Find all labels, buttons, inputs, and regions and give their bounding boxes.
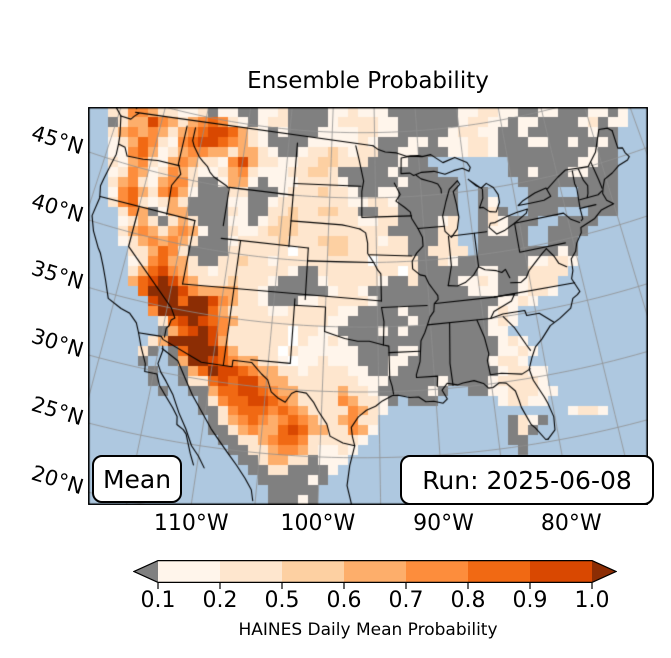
- colorbar-segment: [220, 560, 282, 583]
- run-date-badge-label: Run: 2025-06-08: [422, 465, 632, 495]
- colorbar-tick-label: 0.9: [512, 588, 548, 613]
- colorbar-segment: [406, 560, 468, 583]
- colorbar-tick-label: 1.0: [574, 588, 610, 613]
- colorbar-tick-label: 0.7: [388, 588, 424, 613]
- lat-tick-label: 35°N: [28, 256, 87, 295]
- colorbar-segment: [344, 560, 406, 583]
- colorbar-axis-label: HAINES Daily Mean Probability: [238, 620, 498, 640]
- title-line-1: Ensemble Probability: [247, 68, 489, 94]
- lon-tick-label: 110°W: [153, 511, 229, 536]
- colorbar-over-arrow: [592, 560, 617, 583]
- colorbar-outline: [133, 560, 617, 583]
- run-date-badge: Run: 2025-06-08: [400, 455, 654, 505]
- statistic-badge-label: Mean: [102, 464, 172, 494]
- colorbar-tick-label: 0.8: [450, 588, 486, 613]
- colorbar-tick-label: 0.1: [140, 588, 176, 613]
- colorbar-tick-label: 0.2: [202, 588, 238, 613]
- lat-tick-label: 25°N: [28, 391, 87, 431]
- colorbar-swatches: [133, 560, 617, 589]
- colorbar-tick-label: 0.6: [326, 588, 362, 613]
- lon-tick-label: 100°W: [280, 511, 356, 536]
- colorbar-segment: [530, 560, 592, 583]
- colorbar-segment: [468, 560, 530, 583]
- colorbar-segment: [158, 560, 220, 583]
- colorbar-segment: [282, 560, 344, 583]
- lat-tick-label: 45°N: [28, 120, 87, 159]
- lat-tick-label: 30°N: [28, 323, 87, 363]
- colorbar-under-arrow: [133, 560, 158, 583]
- lat-tick-label: 40°N: [28, 188, 87, 228]
- lat-tick-label: 20°N: [28, 460, 87, 500]
- map-panel: [88, 107, 648, 505]
- statistic-badge: Mean: [92, 455, 182, 503]
- colorbar-tick-label: 0.5: [264, 588, 300, 613]
- lon-tick-label: 80°W: [540, 511, 602, 536]
- lon-tick-label: 90°W: [413, 511, 474, 536]
- probability-map-canvas: [88, 107, 648, 505]
